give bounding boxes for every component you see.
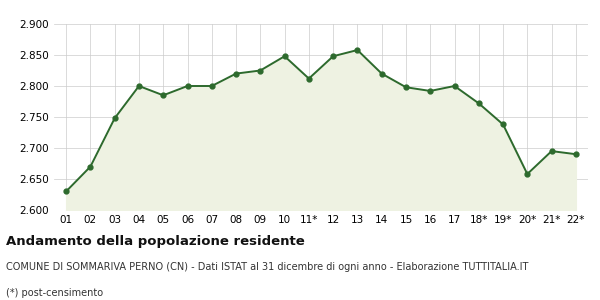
Text: Andamento della popolazione residente: Andamento della popolazione residente (6, 236, 305, 248)
Text: (*) post-censimento: (*) post-censimento (6, 288, 103, 298)
Text: COMUNE DI SOMMARIVA PERNO (CN) - Dati ISTAT al 31 dicembre di ogni anno - Elabor: COMUNE DI SOMMARIVA PERNO (CN) - Dati IS… (6, 262, 529, 272)
